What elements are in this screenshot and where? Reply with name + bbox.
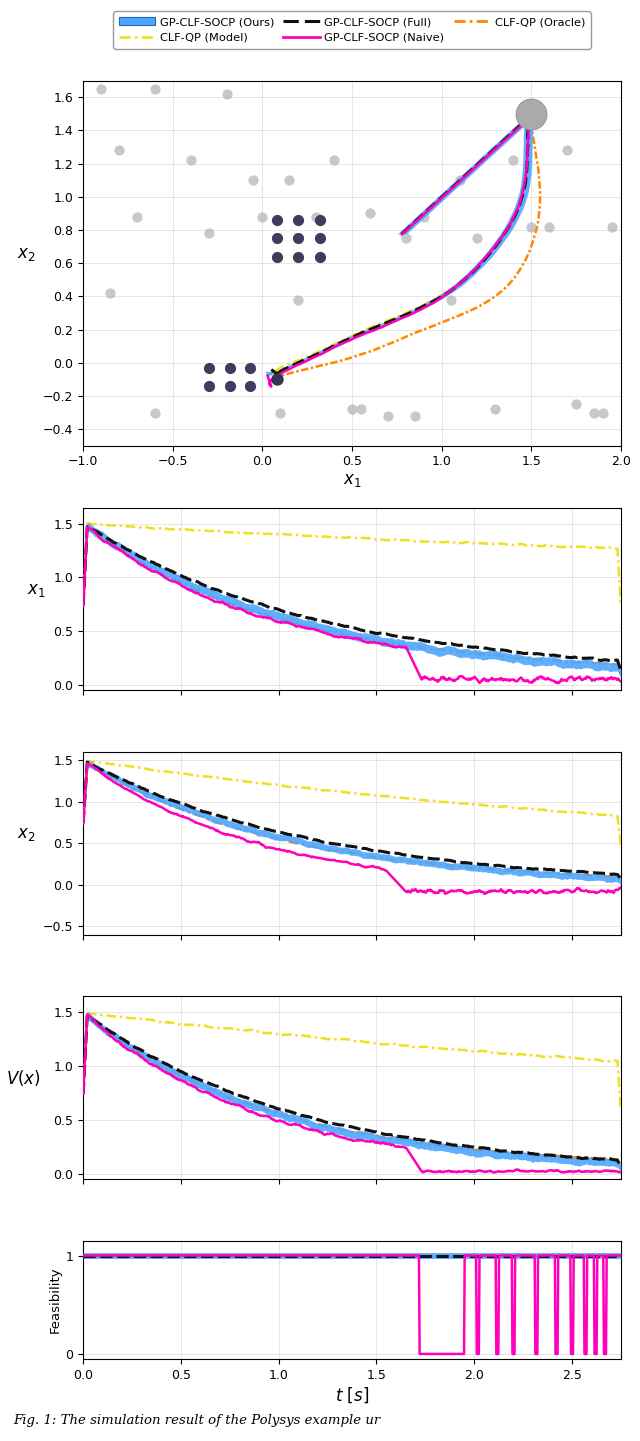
Point (607, 215, 617, 238)
Point (257, 205, 268, 228)
Point (526, 215, 536, 238)
Point (329, 148, 339, 171)
Point (356, 398, 366, 421)
Point (105, 281, 115, 304)
Point (225, 356, 236, 379)
Point (562, 138, 572, 161)
Point (114, 138, 124, 161)
Legend: GP-CLF-SOCP (Ours), CLF-QP (Model), GP-CLF-SOCP (Full), GP-CLF-SOCP (Naive), CLF: GP-CLF-SOCP (Ours), CLF-QP (Model), GP-C… (113, 12, 591, 49)
Y-axis label: $x_2$: $x_2$ (17, 826, 36, 843)
Point (544, 215, 554, 238)
Point (571, 393, 581, 416)
Point (490, 398, 500, 421)
Point (150, 401, 160, 424)
Point (221, 82, 232, 105)
Point (347, 398, 357, 421)
Y-axis label: $x_2$: $x_2$ (17, 245, 36, 264)
Point (445, 288, 456, 311)
Point (383, 405, 393, 428)
Point (293, 245, 303, 268)
Point (248, 169, 259, 192)
Point (472, 226, 483, 249)
X-axis label: $x_1$: $x_1$ (342, 471, 362, 490)
Point (96, 78, 106, 101)
Point (315, 245, 325, 268)
Y-axis label: Feasibility: Feasibility (48, 1267, 61, 1333)
Point (454, 169, 465, 192)
Point (315, 209, 325, 232)
Point (204, 356, 214, 379)
Point (311, 205, 321, 228)
Point (589, 401, 599, 424)
Point (315, 226, 325, 249)
Y-axis label: $V(x)$: $V(x)$ (6, 1068, 40, 1088)
Point (508, 148, 518, 171)
Point (401, 226, 411, 249)
Point (293, 288, 303, 311)
Point (526, 102, 536, 125)
Point (293, 209, 303, 232)
Point (410, 405, 420, 428)
Point (150, 78, 160, 101)
Point (186, 148, 196, 171)
Point (204, 222, 214, 245)
Point (598, 401, 608, 424)
Y-axis label: $x_1$: $x_1$ (28, 581, 46, 599)
Point (271, 226, 282, 249)
Point (284, 169, 294, 192)
Point (293, 226, 303, 249)
Text: Fig. 1: The simulation result of the Polysys example ur: Fig. 1: The simulation result of the Pol… (13, 1414, 380, 1427)
Point (271, 245, 282, 268)
Point (204, 375, 214, 398)
Point (244, 375, 255, 398)
Point (365, 202, 375, 225)
Point (225, 375, 236, 398)
Point (271, 367, 282, 391)
Point (244, 356, 255, 379)
Point (132, 205, 142, 228)
Point (419, 205, 429, 228)
Point (271, 209, 282, 232)
X-axis label: $t\ [s]$: $t\ [s]$ (335, 1386, 369, 1405)
Point (275, 401, 285, 424)
